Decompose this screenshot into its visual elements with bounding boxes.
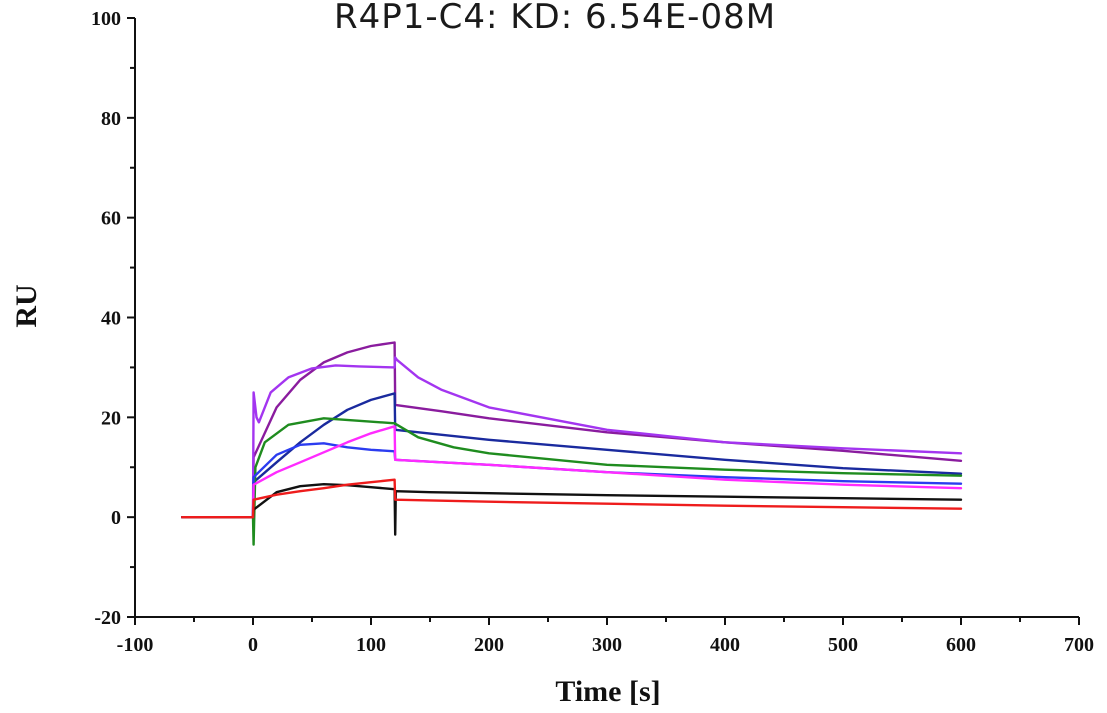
series-line-3 bbox=[181, 392, 963, 519]
x-tick-label: 300 bbox=[592, 634, 622, 656]
series-line-5 bbox=[181, 442, 963, 519]
y-tick-label: 60 bbox=[101, 208, 121, 230]
x-tick-label: 0 bbox=[248, 634, 258, 656]
x-axis-label: Time [s] bbox=[555, 675, 660, 708]
y-axis-ticks: -20 0 20 40 60 80 100 bbox=[91, 8, 135, 629]
series-line-1 bbox=[181, 341, 963, 519]
series-group bbox=[181, 341, 963, 546]
x-axis-ticks: -100 0 100 200 300 400 500 600 700 bbox=[117, 617, 1094, 656]
y-tick-label: 40 bbox=[101, 308, 121, 330]
chart-title: R4P1-C4: KD: 6.54E-08M bbox=[334, 0, 776, 37]
series-line-8 bbox=[181, 478, 963, 519]
x-tick-label: -100 bbox=[117, 634, 154, 656]
y-tick-label: 0 bbox=[111, 507, 121, 529]
x-tick-label: 500 bbox=[828, 634, 858, 656]
x-tick-label: 200 bbox=[474, 634, 504, 656]
y-tick-label: 20 bbox=[101, 407, 121, 429]
y-tick-label: 100 bbox=[91, 8, 121, 30]
axes bbox=[134, 18, 1079, 618]
x-tick-label: 700 bbox=[1064, 634, 1094, 656]
y-axis-label: RU bbox=[10, 284, 43, 327]
x-tick-label: 400 bbox=[710, 634, 740, 656]
x-tick-label: 600 bbox=[946, 634, 976, 656]
series-line-2 bbox=[181, 356, 963, 519]
y-tick-label: -20 bbox=[94, 607, 121, 629]
x-tick-label: 100 bbox=[356, 634, 386, 656]
series-line-6 bbox=[181, 425, 963, 519]
y-tick-label: 80 bbox=[101, 108, 121, 130]
